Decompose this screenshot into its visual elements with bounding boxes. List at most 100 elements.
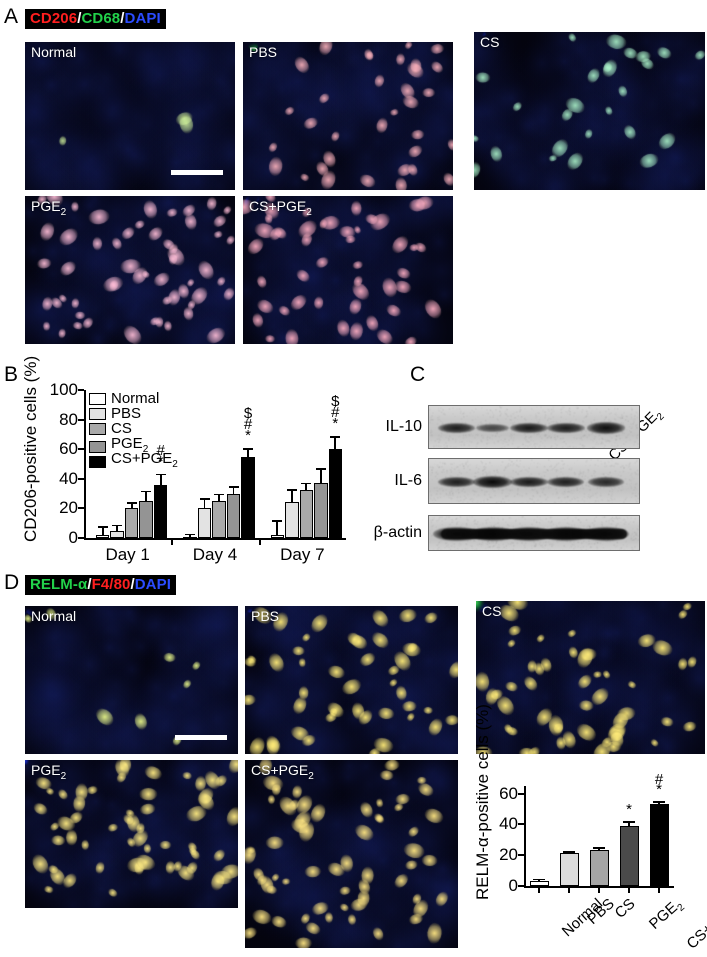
legend-item[interactable]: PBS [89,406,141,421]
bar-Normal[interactable] [529,881,549,886]
micrograph-d-cs-pge2[interactable]: CS+PGE2 [245,760,458,948]
channel-label-relm-alpha: RELM-α [30,576,88,593]
bar-Day4-CS+PGE2[interactable] [241,456,255,538]
error-bar [247,447,249,457]
error-bar [319,468,322,484]
micrograph-a-pbs[interactable]: PBS [243,42,453,190]
x-tick [628,888,630,893]
blot-membrane-IL6[interactable] [428,458,640,504]
legend-label: CS [111,420,132,437]
panel-d-letter: D [4,571,20,594]
y-tick-label: 100 [49,380,78,399]
panel-b-letter: B [4,363,19,386]
micrograph-image [25,606,238,754]
micrograph-image [474,32,705,190]
significance-mark: # [156,441,165,459]
panel-d-chart[interactable]: 0 20 40 60 RELM-α-positive cells (%) Normal PB… [462,704,707,953]
y-tick [518,792,524,795]
bar-Day4-Normal[interactable] [183,536,197,539]
error-bar-cap [533,878,545,881]
panel-c-letter: C [410,363,426,386]
channel-label-f480: F4/80 [91,576,131,593]
micrograph-caption: CS+PGE2 [251,762,314,782]
legend-item[interactable]: CS [89,421,132,436]
bar-Day1-CS+PGE2[interactable] [153,485,168,538]
error-bar-cap [653,800,665,803]
channel-sep: / [87,576,92,593]
blot-band [547,476,585,488]
blot-band [437,422,476,434]
x-tick [258,540,261,545]
bar-Day1-PGE2[interactable] [139,501,153,538]
bar-Day4-PBS[interactable] [197,508,212,538]
bar-Day1-PBS[interactable] [110,530,124,538]
bar-Day1-CS[interactable] [124,508,139,538]
micrograph-a-cs[interactable]: CS [474,32,705,190]
micrograph-image [243,42,453,190]
error-bar [232,486,235,494]
bar-Day1-Normal[interactable] [95,535,110,538]
blot-membrane-IL10[interactable] [428,405,640,449]
micrograph-a-cs-pge2[interactable]: CS+PGE2 [243,196,453,344]
micrograph-image [476,601,705,754]
error-bar-cap [623,821,635,823]
micrograph-caption: Normal [31,608,77,624]
micrograph-caption: PGE2 [31,198,67,218]
micrograph-d-pge2[interactable]: PGE2 [25,760,238,908]
error-bar [290,489,293,503]
y-tick-label: 80 [59,409,78,429]
bar-Day7-PBS[interactable] [285,502,299,538]
x-tick [658,888,660,893]
x-tick [568,888,570,893]
micrograph-d-pbs[interactable]: PBS [245,606,458,754]
bar-PBS[interactable] [559,852,579,886]
legend-item[interactable]: Normal [89,391,159,406]
error-bar-cap [141,490,152,493]
bar-Day4-CS[interactable] [212,501,226,538]
legend-item[interactable]: PGE2 [89,436,148,457]
bar-Day7-Normal[interactable] [270,535,285,538]
micrograph-a-pge2[interactable]: PGE2 [25,196,235,344]
bar-Day7-CS+PGE2[interactable] [328,449,343,538]
bar-Day7-PGE2[interactable] [314,483,328,538]
error-bar [159,473,162,486]
bar-Day7-CS[interactable] [299,489,314,538]
panel-a-channel-header: CD206/CD68/DAPI [25,9,166,29]
y-tick-label: 20 [59,498,78,518]
y-tick-label: 0 [68,528,78,547]
blot-band [441,529,627,539]
channel-label-cd68: CD68 [81,10,121,27]
error-bar [130,502,133,509]
significance-mark: * [626,801,632,819]
bar-CS[interactable] [589,849,609,886]
y-tick [518,885,524,887]
significance-mark: # [331,403,340,421]
bar-PGE2[interactable] [619,826,639,886]
blot-label-IL6: IL-6 [394,472,422,489]
error-bar-cap [112,524,123,527]
bar-Day4-PGE2[interactable] [226,493,241,538]
blot-membrane-actin[interactable] [428,515,640,551]
bar-CS+PGE2[interactable] [649,803,669,886]
legend-item[interactable]: CS+PGE2 [89,451,178,472]
error-bar-cap [243,447,253,450]
channel-label-cd206: CD206 [30,10,78,27]
error-bar [276,520,279,536]
legend-label: PBS [111,405,142,422]
micrograph-d-cs[interactable]: CS [476,601,705,754]
channel-label-dapi: DAPI [134,576,171,593]
micrograph-image [25,196,235,344]
micrograph-a-normal[interactable]: Normal [25,42,235,190]
legend-label: Normal [111,390,160,407]
error-bar-cap [301,482,312,485]
legend-swatch [89,440,106,453]
y-tick-label: 20 [499,845,518,865]
micrograph-d-normal[interactable]: Normal [25,606,238,754]
y-axis-title: CD206-positive cells (%) [21,355,40,542]
error-bar-cap [330,435,341,438]
panel-b-chart[interactable]: 0 20 40 60 80 100 CD206-positive cells (%) # * Da… [0,356,355,564]
x-tick-label-PGE2: PGE2 [645,898,687,933]
blot-label-actin: β-actin [373,524,422,541]
error-bar [305,482,308,490]
